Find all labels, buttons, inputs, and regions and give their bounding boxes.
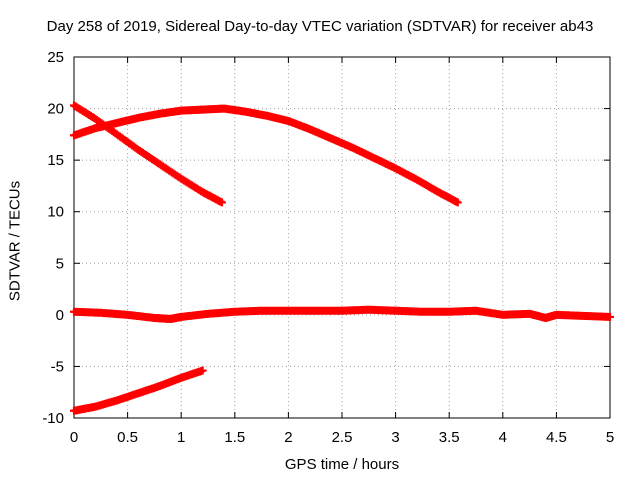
- x-tick-label: 1: [177, 429, 185, 446]
- data-point: [453, 198, 462, 207]
- y-tick-label: 20: [47, 101, 64, 118]
- x-axis-label: GPS time / hours: [284, 456, 400, 473]
- y-tick-label: 0: [56, 307, 64, 324]
- y-tick-label: 10: [47, 204, 64, 221]
- y-axis-label: SDTVAR / TECUs: [6, 180, 24, 302]
- x-tick-label: 2: [284, 429, 292, 446]
- x-tick-label: 4: [499, 429, 507, 446]
- y-tick-label: 15: [47, 152, 64, 169]
- chart-title: Day 258 of 2019, Sidereal Day-to-day VTE…: [46, 18, 594, 35]
- y-tick-label: -5: [51, 358, 64, 375]
- x-tick-label: 3: [391, 429, 399, 446]
- x-tick-label: 0: [70, 429, 78, 446]
- y-tick-label: -10: [42, 410, 64, 427]
- x-tick-label: 1.5: [224, 429, 245, 446]
- data-point: [606, 312, 614, 321]
- data-point: [198, 366, 207, 375]
- x-tick-label: 0.5: [117, 429, 138, 446]
- x-tick-label: 5: [606, 429, 614, 446]
- x-tick-label: 3.5: [439, 429, 460, 446]
- x-tick-label: 4.5: [546, 429, 567, 446]
- y-tick-label: 5: [56, 255, 64, 272]
- data-point: [217, 198, 226, 207]
- y-tick-label: 25: [47, 49, 64, 66]
- x-tick-label: 2.5: [332, 429, 353, 446]
